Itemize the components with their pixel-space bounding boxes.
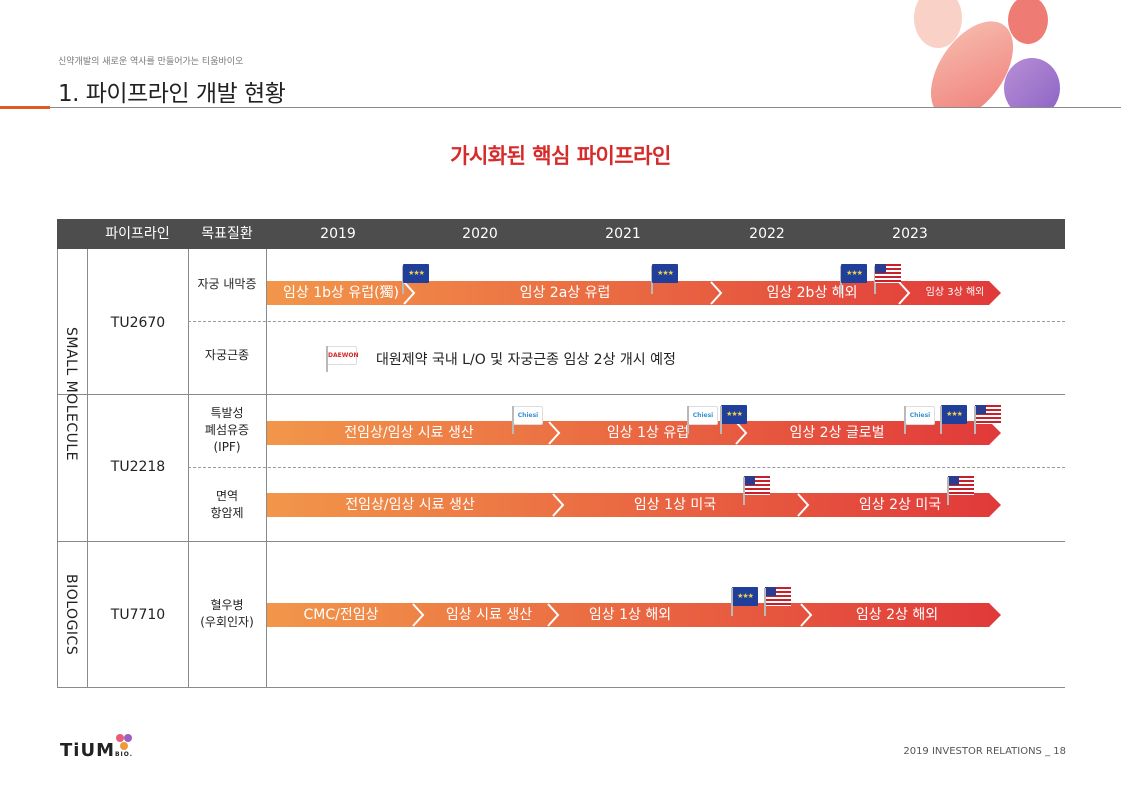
timeline-arrow [267, 281, 1001, 305]
group-label-biologics: BIOLOGICS [63, 574, 79, 656]
flag-pole [974, 406, 976, 434]
section-headline: 가시화된 핵심 파이프라인 [450, 144, 671, 168]
timeline-arrow [267, 493, 1001, 517]
flag-pole [731, 588, 733, 616]
grid-line [87, 249, 88, 687]
target-disease: 특발성 폐섬유증 (IPF) [189, 405, 265, 456]
phase-segment: 임상 1상 미국 [633, 497, 717, 513]
grid-line [57, 249, 58, 687]
flag-pole [687, 406, 689, 434]
header-divider-accent [0, 106, 50, 109]
target-disease: 혈우병 (우회인자) [189, 597, 265, 631]
eu-flag-icon: ★★★ [841, 264, 867, 283]
col-header-2021: 2021 [605, 226, 641, 242]
flag-pole [947, 477, 949, 505]
grid-line [57, 394, 1065, 395]
logo-text: TiUM [60, 740, 115, 761]
company-logo: TiUMBIO. [60, 740, 133, 761]
phase-segment: CMC/전임상 [303, 607, 379, 623]
page-title: 1. 파이프라인 개발 현황 [58, 81, 286, 107]
grid-line [188, 249, 189, 687]
flag-pole [904, 406, 906, 434]
timeline-arrow [267, 603, 1001, 627]
target-line: (IPF) [213, 440, 241, 454]
col-header-2022: 2022 [749, 226, 785, 242]
table-header: 파이프라인 목표질환 2019 2020 2021 2022 2023 [57, 219, 1065, 249]
phase-segment: 전임상/임상 시료 생산 [345, 497, 475, 513]
col-header-pipeline: 파이프라인 [105, 226, 170, 242]
flag-pole [326, 346, 328, 372]
flag-pole [940, 406, 942, 434]
col-header-2019: 2019 [320, 226, 356, 242]
chiesi-flag-icon: Chiesi [688, 406, 718, 425]
phase-segment: 임상 2상 글로벌 [789, 425, 885, 441]
us-flag-icon [975, 405, 1001, 424]
us-flag-icon [744, 476, 770, 495]
phase-segment: 임상 1b상 유럽(獨) [282, 285, 400, 301]
target-disease: 자궁근종 [204, 348, 250, 362]
pipeline-code-tu7710: TU7710 [110, 607, 166, 623]
logo-petals-icon [116, 734, 132, 750]
eu-flag-icon: ★★★ [652, 264, 678, 283]
target-disease: 자궁 내막증 [197, 277, 257, 291]
row-divider [188, 467, 1065, 468]
eu-flag-icon: ★★★ [721, 405, 747, 424]
target-line: 혈우병 [210, 598, 244, 612]
target-line: 폐섬유증 [204, 423, 250, 437]
phase-segment: 임상 2b상 해외 [766, 285, 858, 301]
decorative-petals [914, 0, 1060, 108]
grid-line [57, 541, 1065, 542]
page-subtitle: 신약개발의 새로운 역사를 만들어가는 티움바이오 [58, 57, 244, 67]
header-divider [0, 107, 1121, 108]
phase-segment: 임상 1상 유럽 [606, 425, 690, 441]
grid-line [57, 687, 1065, 688]
page-footer: 2019 INVESTOR RELATIONS _ 18 [903, 746, 1066, 757]
target-line: 항암제 [210, 506, 244, 520]
chiesi-flag-icon: Chiesi [905, 406, 935, 425]
flag-pole [720, 406, 722, 434]
group-label-small-molecule: SMALL MOLECULE [63, 327, 79, 462]
eu-flag-icon: ★★★ [403, 264, 429, 283]
phase-segment: 임상 2상 미국 [858, 497, 942, 513]
phase-segment: 임상 1상 해외 [588, 607, 672, 623]
target-line: 면역 [215, 489, 239, 503]
daewon-flag-icon: DAEWON [327, 346, 358, 365]
col-header-2020: 2020 [462, 226, 498, 242]
flag-pole [764, 588, 766, 616]
target-line: 특발성 [210, 406, 244, 420]
pipeline-note: 대원제약 국내 L/O 및 자궁근종 임상 2상 개시 예정 [376, 352, 676, 368]
col-header-target: 목표질환 [201, 226, 253, 242]
phase-segment: 임상 2a상 유럽 [519, 285, 611, 301]
grid-line [266, 249, 267, 687]
phase-segment: 임상 2상 해외 [855, 607, 939, 623]
chiesi-flag-icon: Chiesi [513, 406, 543, 425]
us-flag-icon [948, 476, 974, 495]
eu-flag-icon: ★★★ [941, 405, 967, 424]
phase-segment: 전임상/임상 시료 생산 [344, 425, 474, 441]
eu-flag-icon: ★★★ [732, 587, 758, 606]
phase-segment: 임상 3상 해외 [925, 287, 985, 298]
us-flag-icon [875, 264, 901, 283]
target-disease: 면역 항암제 [189, 488, 265, 522]
timeline-arrow [267, 421, 1001, 445]
pipeline-code-tu2670: TU2670 [110, 315, 166, 331]
us-flag-icon [765, 587, 791, 606]
row-divider [188, 321, 1065, 322]
logo-suffix: BIO. [114, 751, 134, 758]
target-line: (우회인자) [200, 615, 254, 629]
flag-pole [512, 406, 514, 434]
pipeline-code-tu2218: TU2218 [110, 459, 166, 475]
phase-segment: 임상 시료 생산 [445, 607, 533, 623]
col-header-2023: 2023 [892, 226, 928, 242]
flag-pole [743, 477, 745, 505]
